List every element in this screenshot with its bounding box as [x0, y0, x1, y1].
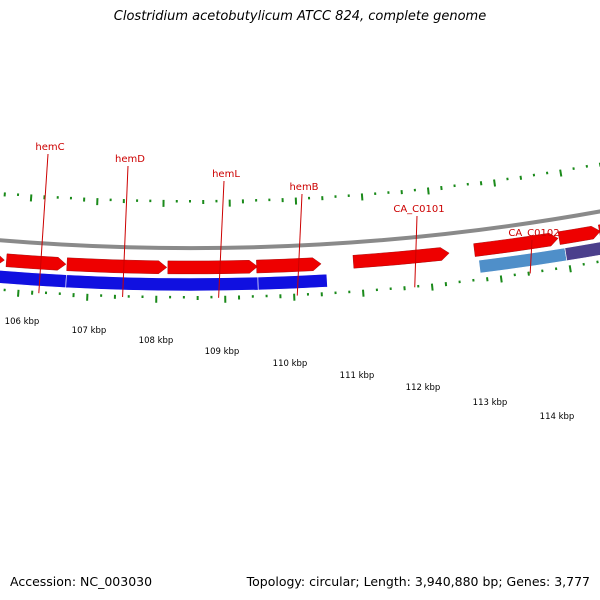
ruler-label: 110 kbp — [273, 359, 308, 369]
gc-tick — [430, 283, 434, 291]
gene-label: hemD — [115, 154, 145, 165]
gc-tick — [559, 169, 563, 177]
ruler-labels: 106 kbp 107 kbp 108 kbp 109 kbp 110 kbp 111 k… — [5, 317, 575, 422]
gene-label-leader — [38, 153, 49, 294]
gene-labels: hemC hemD hemL hemB CA_C0101 CA_C0102 — [35, 142, 560, 298]
backbone-track — [0, 209, 600, 250]
gc-tick — [568, 265, 572, 273]
cds-arrow — [5, 253, 67, 271]
backbone-arc — [0, 209, 600, 250]
gc-tick — [519, 175, 523, 180]
cds-arrow — [256, 257, 322, 274]
gene-label-leader — [296, 193, 303, 296]
cds-arrow — [0, 255, 5, 264]
gene-label-leader — [529, 239, 533, 274]
ruler-label: 108 kbp — [139, 336, 174, 346]
topology-text: Topology: circular; Length: 3,940,880 bp… — [246, 574, 590, 589]
gene-block — [0, 269, 67, 289]
gene-block — [257, 273, 328, 291]
gc-tick — [360, 193, 364, 201]
gene-block — [564, 241, 600, 262]
gene-label-leader — [414, 215, 418, 288]
gene-track — [0, 241, 600, 292]
gc-tick — [486, 277, 489, 282]
gene-label: hemL — [212, 169, 240, 180]
gc-tick — [426, 187, 430, 195]
gc-skew-inner-track — [3, 162, 600, 207]
gene-block — [65, 274, 259, 292]
cds-arrow — [352, 247, 450, 269]
ruler-label: 109 kbp — [205, 347, 240, 357]
gene-label-leader — [122, 165, 129, 298]
gc-tick — [362, 289, 365, 297]
cds-arrow — [167, 260, 258, 275]
gc-tick — [479, 181, 483, 186]
gene-label: CA_C0101 — [393, 204, 444, 215]
map-title: Clostridium acetobutylicum ATCC 824, com… — [113, 9, 487, 24]
ruler-label: 113 kbp — [473, 398, 508, 408]
gene-label: hemB — [289, 182, 318, 193]
ruler-label: 107 kbp — [72, 326, 107, 336]
gene-label-leader — [218, 180, 225, 298]
cds-track — [0, 224, 600, 275]
gc-tick — [493, 179, 496, 187]
gc-tick — [527, 271, 530, 276]
gc-skew-outer-track — [3, 260, 599, 303]
ruler-label: 114 kbp — [540, 412, 575, 422]
gc-tick — [17, 289, 20, 297]
cds-arrow — [557, 225, 600, 245]
cds-arrow — [66, 257, 168, 274]
cds-arrow — [473, 232, 559, 257]
ruler-label: 111 kbp — [340, 371, 375, 381]
gene-label: hemC — [35, 142, 64, 153]
gene-label: CA_C0102 — [508, 228, 559, 239]
ruler-label: 112 kbp — [406, 383, 441, 393]
ruler-label: 106 kbp — [5, 317, 40, 327]
gc-tick — [499, 275, 503, 283]
accession-text: Accession: NC_003030 — [10, 574, 153, 589]
